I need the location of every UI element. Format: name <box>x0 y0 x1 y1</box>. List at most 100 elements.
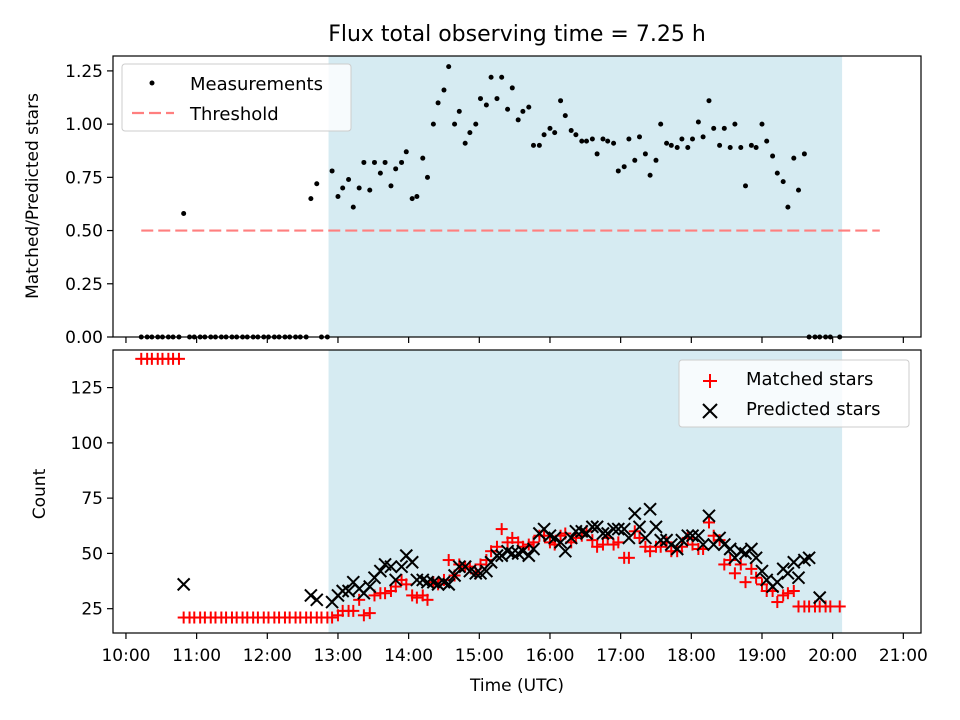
measurement-point <box>689 136 695 142</box>
matched-star-point <box>728 567 741 580</box>
predicted-star-point <box>702 509 716 523</box>
top-y-tick-label: 0.00 <box>65 328 103 348</box>
bottom-x-tick-label: 21:00 <box>879 646 928 666</box>
predicted-star-point <box>617 522 631 536</box>
bottom-y-tick-label: 75 <box>81 489 103 509</box>
measurement-point <box>562 113 568 119</box>
measurement-point <box>721 125 727 131</box>
matched-star-point <box>480 554 493 567</box>
predicted-star-point <box>335 584 350 598</box>
legend-matched-marker <box>703 374 717 388</box>
legend-predicted-marker <box>702 403 718 419</box>
predicted-star-point <box>600 526 615 541</box>
predicted-star-point <box>490 548 504 563</box>
measurement-point <box>589 136 595 142</box>
measurement-point <box>515 117 521 123</box>
measurement-point <box>647 172 653 178</box>
measurement-point <box>611 140 617 146</box>
predicted-star-point <box>802 551 816 565</box>
matched-star-point <box>400 578 413 591</box>
measurement-point <box>774 170 780 176</box>
predicted-star-point <box>749 551 763 565</box>
measurement-point <box>547 125 553 131</box>
measurement-point <box>668 142 674 148</box>
bottom-x-tick-label: 16:00 <box>525 646 574 666</box>
bottom-x-tick-label: 14:00 <box>384 646 433 666</box>
matched-star-point <box>781 587 794 600</box>
bottom-legend-box <box>678 359 910 428</box>
ratio-panel: 0.00 0.25 0.50 0.75 1.00 1.25 Matched/Predict… <box>23 55 922 348</box>
measurement-point <box>314 181 320 187</box>
predicted-star-point <box>596 526 610 541</box>
matched-star-point <box>612 536 625 549</box>
bottom-x-tick-label: 17:00 <box>596 646 645 666</box>
measurement-point <box>308 196 314 202</box>
top-x-ticks <box>125 337 904 343</box>
x-axis-label: Time (UTC) <box>469 676 564 696</box>
top-y-axis-label: Matched/Predicted stars <box>23 93 43 299</box>
predicted-star-point <box>670 542 684 556</box>
matched-star-point <box>750 571 763 584</box>
predicted-star-point <box>564 531 578 545</box>
matched-star-point <box>421 593 434 606</box>
predicted-star-point <box>632 520 647 534</box>
bottom-y-tick-label: 100 <box>71 434 103 454</box>
measurement-point <box>785 204 791 210</box>
predicted-star-point <box>787 555 801 569</box>
measurement-point <box>791 155 797 161</box>
predicted-star-point <box>664 537 679 552</box>
measurement-point <box>770 153 776 159</box>
measurement-point <box>388 183 394 189</box>
predicted-star-point <box>441 577 456 592</box>
measurement-point <box>636 134 642 140</box>
measurement-point <box>594 151 600 157</box>
predicted-star-point <box>452 559 466 574</box>
measurement-point <box>530 142 536 148</box>
matched-star-point <box>379 587 392 600</box>
matched-star-point <box>389 580 402 593</box>
measurement-point <box>541 132 547 138</box>
measurement-point <box>430 121 436 127</box>
legend-threshold-label: Threshold <box>189 104 279 125</box>
predicted-star-point <box>675 533 689 547</box>
predicted-star-point <box>712 531 727 545</box>
bottom-x-tick-label: 12:00 <box>243 646 292 666</box>
measurement-point <box>346 176 352 182</box>
measurement-point <box>367 187 373 193</box>
predicted-star-point <box>363 579 377 594</box>
measurement-point <box>356 185 362 191</box>
predicted-star-point <box>638 531 653 545</box>
measurement-point <box>483 102 489 108</box>
predicted-star-point <box>744 542 759 556</box>
predicted-star-point <box>394 559 409 574</box>
measurement-point <box>796 187 802 193</box>
measurement-point <box>600 136 606 142</box>
predicted-star-point <box>384 559 398 574</box>
top-y-ticks: 0.00 0.25 0.50 0.75 1.00 1.25 <box>65 62 113 348</box>
predicted-star-point <box>526 542 541 556</box>
matched-star-point <box>586 534 599 547</box>
measurement-point <box>653 157 659 163</box>
matched-star-point <box>833 600 846 613</box>
predicted-star-point <box>420 575 435 589</box>
measurement-point <box>329 168 335 174</box>
measurement-point <box>424 174 430 180</box>
matched-star-point <box>739 576 752 589</box>
measurement-point <box>340 185 346 191</box>
bottom-x-tick-label: 20:00 <box>808 646 857 666</box>
matched-star-point <box>495 523 508 536</box>
predicted-star-point <box>516 544 530 558</box>
bottom-y-axis-label: Count <box>30 468 50 519</box>
predicted-star-point <box>310 593 324 607</box>
measurement-point <box>505 106 511 112</box>
matched-star-point <box>347 604 360 617</box>
matched-star-point <box>771 596 784 609</box>
measurement-point <box>605 138 611 144</box>
bottom-x-tick-label: 10:00 <box>101 646 150 666</box>
predicted-star-point <box>553 535 568 550</box>
measurement-point <box>520 108 526 114</box>
matched-star-point <box>622 551 635 564</box>
measurement-point <box>579 138 585 144</box>
predicted-star-point <box>649 520 663 534</box>
